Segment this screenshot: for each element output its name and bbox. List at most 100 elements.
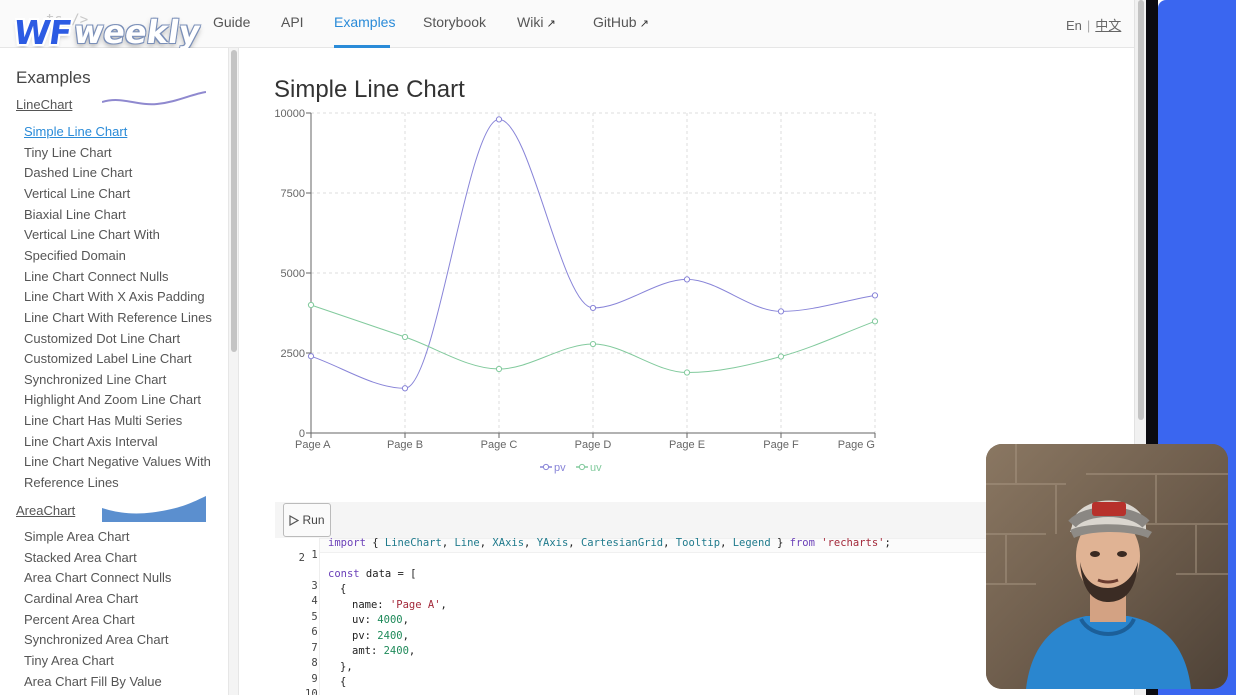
legend-label-uv: uv	[590, 462, 602, 474]
category-areachart[interactable]: AreaChart	[16, 503, 76, 518]
sidebar-item-area-example[interactable]: Tiny Area Chart	[24, 652, 114, 668]
sidebar-item-line-example[interactable]: Line Chart Has Multi Series	[24, 413, 183, 429]
data-point-pv	[401, 385, 409, 392]
line-number: 4	[311, 595, 318, 607]
data-point-uv	[589, 340, 597, 348]
sidebar-scrollbar-thumb[interactable]	[231, 50, 237, 352]
x-tick-label: Page E	[669, 439, 705, 451]
code-token: from	[789, 537, 815, 549]
page-scrollbar-thumb[interactable]	[1138, 0, 1144, 420]
run-button[interactable]: Run	[283, 503, 331, 537]
sidebar-item-line-example[interactable]: Vertical Line Chart With	[24, 227, 160, 243]
data-point-pv	[871, 292, 879, 299]
sidebar-title: Examples	[16, 68, 91, 87]
code-line: 6 uv: 4000,	[275, 614, 409, 638]
code-token: },	[340, 661, 353, 673]
x-tick-label: Page D	[575, 439, 612, 451]
sidebar-scrollbar[interactable]	[228, 48, 239, 695]
examples-sidebar: Examples LineChart Simple Line Chart Tiny…	[0, 48, 228, 695]
sidebar-item-line-example[interactable]: Line Chart With X Axis Padding	[24, 289, 205, 305]
data-point-pv	[495, 116, 503, 123]
code-token: pv:	[352, 630, 378, 642]
code-token: {	[340, 676, 347, 688]
sidebar-item-line-example[interactable]: Reference Lines	[24, 475, 119, 491]
lang-en[interactable]: En	[1066, 18, 1082, 33]
sidebar-item-line-example[interactable]: Customized Dot Line Chart	[24, 330, 181, 346]
code-token: Legend	[732, 537, 771, 549]
y-tick-label: 5000	[281, 268, 305, 280]
code-token: amt:	[352, 645, 384, 657]
play-icon	[289, 514, 300, 526]
lang-zh[interactable]: 中文	[1095, 18, 1122, 33]
nav-storybook[interactable]: Storybook	[423, 14, 487, 30]
sidebar-item-line-example[interactable]: Line Chart With Reference Lines	[24, 309, 212, 325]
data-point-pv	[683, 276, 691, 283]
x-tick-label: Page G	[838, 439, 875, 451]
sidebar-item-area-example[interactable]: Percent Area Chart	[24, 611, 135, 627]
page-title: Simple Line Chart	[274, 76, 465, 103]
data-point-uv	[307, 301, 315, 309]
sidebar-item-line-example[interactable]: Dashed Line Chart	[24, 165, 133, 181]
sidebar-item-area-example[interactable]: Simple Area Chart	[24, 529, 130, 544]
sidebar-item-line-example[interactable]: Tiny Line Chart	[24, 144, 112, 160]
sidebar-item-line-example[interactable]: Highlight And Zoom Line Chart	[24, 392, 202, 408]
line-number: 10	[305, 688, 318, 695]
legend-marker-dot-pv	[542, 463, 550, 471]
sidebar-item-line-example[interactable]: Customized Label Line Chart	[24, 351, 192, 367]
code-token: ,	[408, 645, 416, 657]
code-line: 1 import { LineChart, Line, XAxis, YAxis…	[275, 537, 890, 561]
sidebar-item-line-example[interactable]: Simple Line Chart	[24, 124, 128, 139]
code-token: name:	[352, 599, 390, 611]
code-gutter-divider	[319, 538, 320, 695]
areachart-thumbnail[interactable]	[102, 496, 206, 522]
code-token: import	[328, 537, 366, 549]
nav-github-label: GitHub	[593, 14, 637, 30]
nav-github[interactable]: GitHub ↗	[593, 14, 649, 30]
sidebar-item-line-example[interactable]: Biaxial Line Chart	[24, 206, 126, 222]
site-logo-text[interactable]: ts />	[46, 12, 89, 28]
line-number: 9	[311, 673, 318, 685]
nav-guide[interactable]: Guide	[213, 14, 251, 30]
code-current-line	[320, 538, 1000, 553]
linechart-thumbnail[interactable]	[102, 88, 206, 114]
sidebar-item-area-example[interactable]: Stacked Area Chart	[24, 549, 137, 565]
code-token: ,	[402, 614, 409, 626]
sidebar-item-line-example[interactable]: Specified Domain	[24, 247, 126, 263]
code-line: 4 {	[275, 583, 346, 607]
sidebar-item-area-example[interactable]: Area Chart Fill By Value	[24, 673, 162, 689]
data-point-uv	[683, 369, 691, 376]
code-token: ;	[884, 537, 891, 549]
sidebar-item-line-example[interactable]: Vertical Line Chart	[24, 185, 131, 201]
y-tick-label: 7500	[281, 188, 305, 200]
sidebar-item-area-example[interactable]: Synchronized Area Chart	[24, 632, 169, 648]
code-token: Line	[454, 537, 480, 549]
sidebar-item-line-example[interactable]: Line Chart Axis Interval	[24, 433, 158, 449]
code-editor[interactable]	[275, 538, 999, 695]
code-token: data = [	[359, 568, 417, 580]
category-linechart[interactable]: LineChart	[16, 97, 73, 112]
code-token: 2400	[383, 645, 409, 657]
sidebar-item-line-example[interactable]: Line Chart Connect Nulls	[24, 268, 169, 284]
sidebar-item-line-example[interactable]: Line Chart Negative Values With	[24, 454, 211, 470]
code-token: uv:	[352, 614, 378, 626]
code-line: 3 const data = [	[275, 568, 416, 592]
lang-separator: |	[1086, 18, 1091, 33]
nav-wiki[interactable]: Wiki ↗	[517, 14, 556, 30]
nav-examples[interactable]: Examples	[334, 14, 396, 30]
sidebar-item-line-example[interactable]: Synchronized Line Chart	[24, 371, 167, 387]
line-number: 2	[298, 552, 305, 564]
nav-wiki-label: Wiki	[517, 14, 544, 30]
code-toolbar	[275, 502, 999, 538]
code-token: Tooltip	[675, 537, 721, 549]
code-token: 4000	[377, 614, 403, 626]
x-tick-label: Page C	[481, 439, 518, 451]
line-number: 8	[311, 657, 318, 669]
series-line-pv	[310, 118, 876, 389]
code-line: 8 amt: 2400,	[275, 645, 415, 669]
code-line: 2	[275, 552, 305, 567]
sidebar-item-area-example[interactable]: Area Chart Connect Nulls	[24, 570, 172, 586]
sidebar-item-area-example[interactable]: Cardinal Area Chart	[24, 590, 139, 606]
legend-marker-dot-uv	[578, 463, 586, 471]
nav-api[interactable]: API	[281, 14, 304, 30]
code-token: const	[328, 568, 360, 580]
